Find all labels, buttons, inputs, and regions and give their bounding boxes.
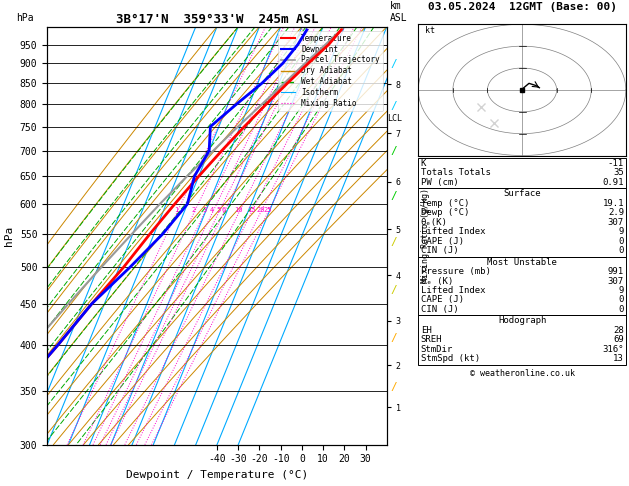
Text: Lifted Index: Lifted Index [421,227,486,236]
Text: 15: 15 [247,207,255,213]
Text: /: / [390,102,397,111]
Legend: Temperature, Dewpoint, Parcel Trajectory, Dry Adiabat, Wet Adiabat, Isotherm, Mi: Temperature, Dewpoint, Parcel Trajectory… [279,31,383,111]
Text: /: / [390,191,397,201]
Text: 0: 0 [618,305,624,314]
Text: 0.91: 0.91 [603,178,624,187]
Text: 316°: 316° [603,345,624,354]
Text: 0: 0 [618,237,624,246]
Text: /: / [390,59,397,69]
Text: 9: 9 [618,286,624,295]
Text: -11: -11 [608,159,624,168]
Y-axis label: hPa: hPa [4,226,14,246]
Text: 0: 0 [618,246,624,255]
Text: Hodograph: Hodograph [498,316,546,326]
Text: /: / [390,145,397,156]
Text: 2: 2 [192,207,196,213]
Text: /: / [390,333,397,343]
Text: 20: 20 [256,207,265,213]
Text: 13: 13 [613,354,624,364]
Text: 03.05.2024  12GMT (Base: 00): 03.05.2024 12GMT (Base: 00) [428,2,616,12]
Text: Pressure (mb): Pressure (mb) [421,267,491,276]
Text: 5: 5 [216,207,221,213]
Text: θₑ(K): θₑ(K) [421,218,448,227]
Text: 4: 4 [210,207,214,213]
Text: Totals Totals: Totals Totals [421,168,491,177]
Text: 28: 28 [613,326,624,335]
Text: © weatheronline.co.uk: © weatheronline.co.uk [470,368,574,378]
Text: /: / [390,382,397,392]
Text: 3: 3 [203,207,206,213]
Text: /: / [390,237,397,247]
Text: 307: 307 [608,277,624,286]
Text: 307: 307 [608,218,624,227]
Text: Temp (°C): Temp (°C) [421,199,469,208]
Text: EH: EH [421,326,431,335]
Text: K: K [421,159,426,168]
Text: km
ASL: km ASL [390,1,408,22]
Text: Mixing Ratio (g/kg): Mixing Ratio (g/kg) [421,188,430,283]
Text: CIN (J): CIN (J) [421,246,459,255]
Text: hPa: hPa [16,13,34,22]
Text: SREH: SREH [421,335,442,345]
Text: LCL: LCL [387,114,402,123]
X-axis label: Dewpoint / Temperature (°C): Dewpoint / Temperature (°C) [126,470,308,480]
Text: 1: 1 [175,207,179,213]
Text: 991: 991 [608,267,624,276]
Text: Lifted Index: Lifted Index [421,286,486,295]
Text: 10: 10 [235,207,243,213]
Text: Most Unstable: Most Unstable [487,258,557,267]
Text: θₑ (K): θₑ (K) [421,277,453,286]
Title: 3B°17'N  359°33'W  245m ASL: 3B°17'N 359°33'W 245m ASL [116,13,318,26]
Text: CAPE (J): CAPE (J) [421,237,464,246]
Text: 0: 0 [618,295,624,305]
Text: CAPE (J): CAPE (J) [421,295,464,305]
Text: 25: 25 [264,207,272,213]
Text: Surface: Surface [503,189,541,198]
Text: Dewp (°C): Dewp (°C) [421,208,469,217]
Text: StmDir: StmDir [421,345,453,354]
Text: PW (cm): PW (cm) [421,178,459,187]
Text: 9: 9 [618,227,624,236]
Text: kt: kt [425,26,435,35]
Text: 6: 6 [221,207,226,213]
Text: 69: 69 [613,335,624,345]
Text: /: / [390,285,397,295]
Text: CIN (J): CIN (J) [421,305,459,314]
Text: StmSpd (kt): StmSpd (kt) [421,354,480,364]
Text: 2.9: 2.9 [608,208,624,217]
Text: 35: 35 [613,168,624,177]
Text: 19.1: 19.1 [603,199,624,208]
